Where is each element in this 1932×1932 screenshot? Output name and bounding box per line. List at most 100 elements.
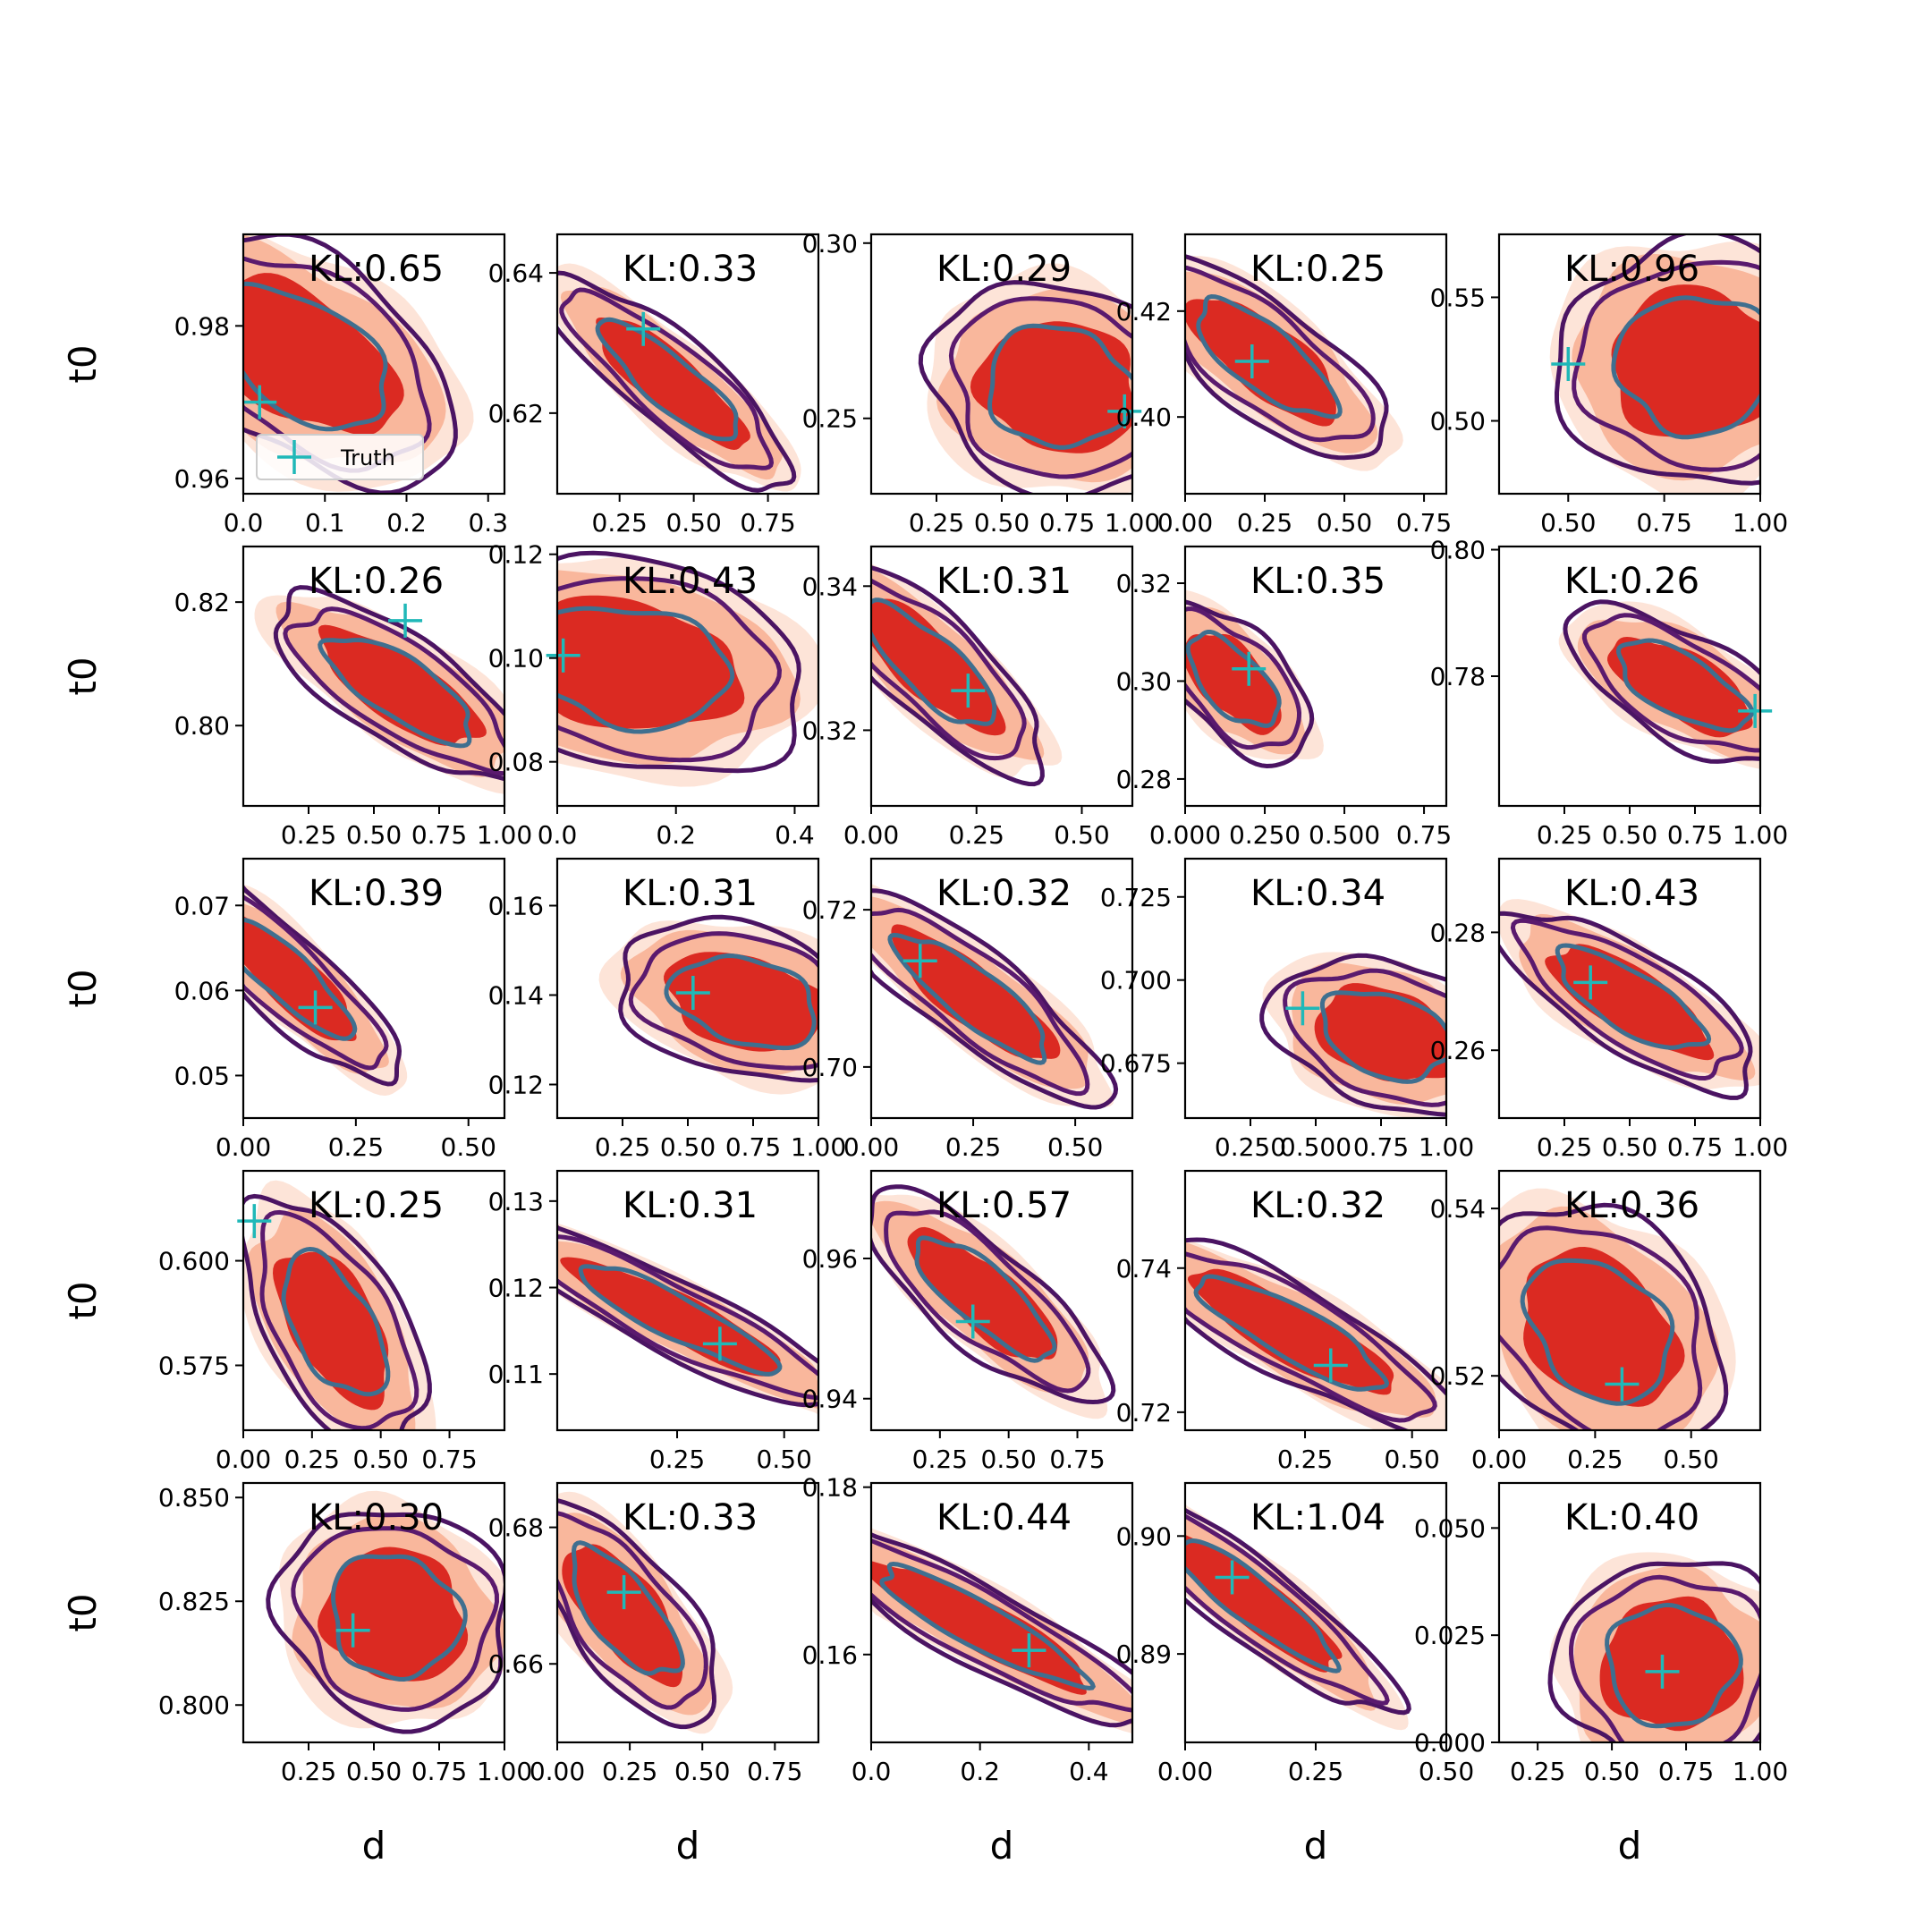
- truth-marker: [1551, 347, 1586, 381]
- contour-mid: [871, 1538, 1132, 1713]
- x-tick-label: 0.25: [595, 1132, 650, 1162]
- contour-inner: [578, 1264, 783, 1377]
- contour-outer: [1185, 599, 1315, 769]
- contour-inner: [1196, 293, 1343, 419]
- y-tick-label: 0.12: [488, 1274, 544, 1303]
- x-tick-label: 0.250: [1215, 1132, 1286, 1162]
- contour-outer: [557, 1498, 717, 1730]
- panel-plot-area: [254, 585, 504, 794]
- contour-inner: [281, 1246, 391, 1397]
- x-tick-label: 0.500: [1309, 820, 1380, 850]
- y-tick-label: 0.68: [488, 1513, 544, 1543]
- x-axis-label: d: [990, 1824, 1014, 1868]
- kl-label: KL:0.39: [309, 873, 444, 914]
- truth-marker: [955, 1304, 990, 1339]
- x-tick-label: 0.75: [1667, 820, 1723, 850]
- y-tick-label: 0.28: [1430, 918, 1486, 947]
- contour-mid: [557, 1511, 708, 1710]
- contour-inner: [1555, 943, 1712, 1050]
- kl-label: KL:0.31: [623, 1185, 758, 1226]
- panel-plot-area: [1499, 899, 1760, 1100]
- y-tick-label: 0.13: [488, 1187, 544, 1216]
- x-tick-label: 0.50: [441, 1132, 496, 1162]
- density-fill-inner: [273, 1251, 389, 1411]
- y-tick-label: 0.72: [1116, 1398, 1172, 1428]
- kl-label: KL:0.44: [936, 1497, 1072, 1538]
- y-tick-label: 0.96: [802, 1244, 858, 1274]
- kl-label: KL:0.65: [309, 249, 444, 290]
- contour-inner: [557, 606, 735, 734]
- panel-plot-area: [871, 884, 1119, 1110]
- axes-frame: [242, 233, 506, 496]
- y-tick-label: 0.12: [488, 1071, 544, 1100]
- contour-outer: [618, 914, 818, 1083]
- y-tick-label: 0.800: [158, 1690, 230, 1720]
- truth-marker: [606, 1575, 641, 1610]
- panel-3-2: 0.25 0.50 0.75 1.00 0.12 0.14 0.16 KL:0.31: [488, 857, 846, 1162]
- panel-5-1: 0.25 0.50 0.75 1.00 0.800 0.825 0.850 KL:0.30 t0…: [61, 1481, 532, 1868]
- truth-marker: [1738, 693, 1773, 728]
- y-tick-label: 0.52: [1430, 1361, 1486, 1391]
- axes-frame: [1497, 1481, 1762, 1744]
- x-tick-label: 0.25: [909, 508, 964, 538]
- contour-inner: [914, 1235, 1057, 1363]
- y-tick-label: 0.25: [802, 404, 858, 434]
- y-tick-label: 0.78: [1430, 662, 1486, 691]
- truth-marker: [626, 311, 661, 346]
- x-tick-label: 0.50: [1385, 1445, 1440, 1474]
- x-tick-label: 0.25: [945, 1132, 1001, 1162]
- kl-label: KL:0.40: [1564, 1497, 1699, 1538]
- truth-marker: [1285, 991, 1320, 1026]
- contour-inner: [572, 1540, 685, 1676]
- contour-inner: [1185, 1538, 1342, 1674]
- y-tick-label: 0.40: [1116, 402, 1172, 432]
- x-tick-label: 0.50: [757, 1445, 812, 1474]
- y-tick-label: 0.64: [488, 258, 544, 288]
- density-fill-inner: [664, 952, 818, 1052]
- kl-label: KL:0.96: [1564, 249, 1699, 290]
- x-tick-label: 0.75: [725, 1132, 781, 1162]
- y-tick-label: 0.825: [158, 1587, 230, 1616]
- truth-marker: [1645, 1654, 1680, 1689]
- contour-inner: [243, 281, 388, 432]
- kl-label: KL:0.31: [623, 873, 758, 914]
- panel-3-5: 0.25 0.50 0.75 1.00 0.26 0.28 KL:0.43: [1430, 857, 1788, 1162]
- y-tick-label: 0.16: [802, 1640, 858, 1670]
- kl-label: KL:0.29: [936, 249, 1072, 290]
- y-tick-label: 0.54: [1430, 1194, 1486, 1224]
- panel-plot-area: [918, 263, 1132, 494]
- y-axis-label: t0: [61, 344, 105, 383]
- truth-marker: [675, 976, 710, 1010]
- x-tick-label: 1.00: [791, 1132, 846, 1162]
- truth-marker: [1107, 394, 1142, 428]
- x-tick-label: 0.50: [665, 508, 721, 538]
- panel-plot-area: [557, 263, 801, 493]
- contour-mid: [559, 287, 775, 470]
- y-tick-label: 0.30: [1116, 666, 1172, 696]
- kl-label: KL:0.31: [936, 561, 1072, 602]
- x-tick-label: 0.25: [1277, 1445, 1333, 1474]
- panel-plot-area: [598, 914, 818, 1095]
- y-tick-label: 0.18: [802, 1473, 858, 1503]
- y-tick-label: 0.72: [802, 895, 858, 925]
- x-axis-label: d: [1304, 1824, 1328, 1868]
- truth-marker: [388, 603, 423, 638]
- x-tick-label: 0.50: [1540, 508, 1596, 538]
- contour-mid: [283, 606, 504, 776]
- y-tick-label: 0.675: [1100, 1049, 1172, 1079]
- contour-mid: [1510, 918, 1744, 1081]
- panel-2-3: 0.00 0.25 0.50 0.32 0.34 KL:0.31: [802, 545, 1134, 850]
- y-tick-label: 0.050: [1414, 1513, 1486, 1543]
- density-fill-inner: [871, 1561, 1087, 1695]
- panel-plot-area: [871, 564, 1063, 787]
- contour-mid: [948, 296, 1132, 479]
- contour-inner: [871, 597, 997, 726]
- kl-label: KL:0.26: [1564, 561, 1699, 602]
- density-fill-inner: [596, 318, 750, 450]
- panel-3-1: 0.00 0.25 0.50 0.05 0.06 0.07 KL:0.39 t0: [61, 857, 506, 1162]
- x-tick-label: 0.25: [1288, 1757, 1343, 1786]
- x-tick-label: 0.25: [602, 1757, 657, 1786]
- kl-label: KL:0.36: [1564, 1185, 1699, 1226]
- contour-outer: [557, 1224, 818, 1408]
- axes-frame: [869, 545, 1134, 808]
